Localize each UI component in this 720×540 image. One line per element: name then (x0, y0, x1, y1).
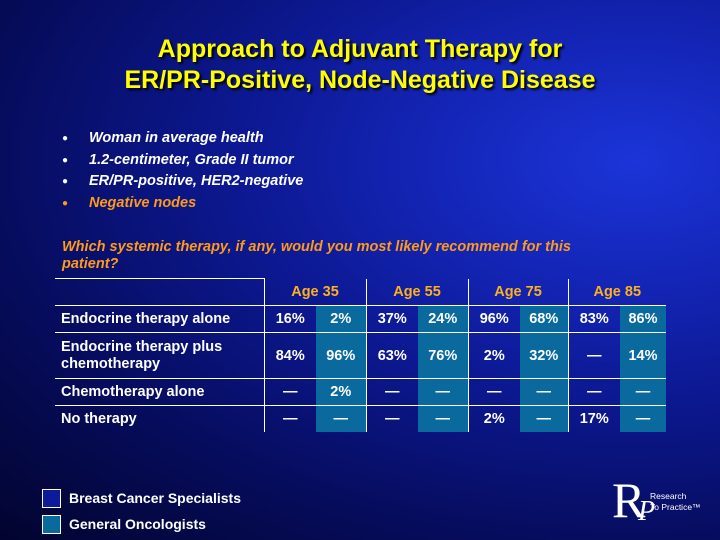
research-to-practice-logo: R P Research To Practice™ (612, 472, 712, 530)
cell-oncologist: 2% (316, 378, 366, 406)
table-row: Endocrine therapy plus chemotherapy 84% … (55, 332, 666, 379)
bullet-dot-icon: ● (62, 154, 69, 166)
legend-item-oncologists: General Oncologists (42, 511, 241, 537)
table-row: Endocrine therapy alone 16% 2% 37% 24% 9… (55, 305, 666, 333)
bullet-dot-icon: ● (62, 176, 69, 187)
cell-oncologist: 32% (520, 332, 568, 379)
cell-specialist: 17% (567, 405, 620, 432)
bullet-text: 1.2-centimeter, Grade II tumor (89, 151, 294, 168)
cell-specialist: 96% (467, 305, 520, 333)
slide-title: Approach to Adjuvant Therapy for ER/PR-P… (0, 34, 720, 96)
case-bullets: ● Woman in average health ● 1.2-centimeter… (62, 128, 303, 214)
cell-specialist: 63% (365, 332, 418, 379)
bullet-dot-icon: ● (62, 197, 69, 209)
bullet-item-highlight: ● Negative nodes (62, 193, 303, 215)
cell-oncologist: 96% (316, 332, 366, 379)
cell-specialist: — (567, 378, 620, 406)
cell-oncologist: — (620, 378, 666, 406)
header-age-55: Age 55 (365, 278, 468, 306)
cell-specialist: 37% (365, 305, 418, 333)
cell-specialist: 2% (467, 405, 520, 432)
table-row: No therapy — — — — 2% — 17% — (55, 405, 666, 432)
header-blank-cell (55, 278, 264, 306)
legend: Breast Cancer Specialists General Oncolo… (42, 485, 241, 537)
header-age-75: Age 75 (467, 278, 568, 306)
legend-label: General Oncologists (69, 516, 206, 532)
cell-oncologist: 86% (620, 305, 666, 333)
cell-specialist: 83% (567, 305, 620, 333)
logo-text-line-2: To Practice™ (650, 502, 701, 512)
bullet-text: ER/PR-positive, HER2-negative (89, 173, 304, 189)
legend-item-specialists: Breast Cancer Specialists (42, 485, 241, 511)
row-label: No therapy (61, 410, 137, 427)
cell-specialist: — (263, 378, 316, 406)
row-label: Endocrine therapy alone (55, 305, 264, 333)
survey-question: Which systemic therapy, if any, would yo… (62, 239, 571, 272)
bullet-dot-icon: ● (62, 133, 69, 144)
table-header-row: Age 35 Age 55 Age 75 Age 85 (55, 278, 666, 306)
legend-swatch-oncologists (42, 514, 61, 534)
cell-oncologist: — (316, 405, 366, 432)
bullet-item: ● Woman in average health (62, 128, 303, 150)
bullet-text: Negative nodes (89, 194, 197, 211)
cell-oncologist: — (620, 405, 666, 432)
row-label: Endocrine therapy plus chemotherapy (55, 332, 264, 379)
cell-oncologist: 68% (520, 305, 568, 333)
cell-oncologist: 2% (316, 305, 366, 333)
cell-specialist: 2% (467, 332, 520, 379)
logo-letter-p: P (638, 496, 656, 527)
cell-oncologist: 14% (620, 332, 666, 379)
cell-specialist: 84% (263, 332, 316, 379)
bullet-item: ● 1.2-centimeter, Grade II tumor (62, 150, 303, 172)
cell-oncologist: — (520, 405, 568, 432)
cell-specialist: — (365, 378, 418, 406)
cell-oncologist: — (418, 378, 468, 406)
cell-oncologist: — (418, 405, 468, 432)
row-label: Chemotherapy alone (55, 378, 264, 406)
title-line-2: ER/PR-Positive, Node-Negative Disease (124, 66, 596, 94)
cell-specialist: — (567, 332, 620, 379)
header-age-35: Age 35 (263, 278, 366, 306)
table-row: Chemotherapy alone — 2% — — — — — — (55, 378, 666, 406)
cell-oncologist: 76% (418, 332, 468, 379)
logo-letter-r: R (612, 472, 646, 528)
cell-specialist: — (263, 405, 316, 432)
logo-text-line-1: Research (650, 491, 687, 501)
bullet-item: ● ER/PR-positive, HER2-negative (62, 171, 303, 193)
legend-label: Breast Cancer Specialists (69, 490, 241, 506)
bullet-text: Woman in average health (89, 130, 264, 146)
header-age-85: Age 85 (567, 278, 666, 306)
cell-specialist: — (365, 405, 418, 432)
legend-swatch-specialists (42, 488, 61, 508)
cell-oncologist: 24% (418, 305, 468, 333)
title-line-1: Approach to Adjuvant Therapy for (157, 35, 563, 63)
cell-oncologist: — (520, 378, 568, 406)
cell-specialist: — (467, 378, 520, 406)
results-table: Age 35 Age 55 Age 75 Age 85 Endocrine th… (55, 278, 666, 432)
cell-specialist: 16% (263, 305, 316, 333)
